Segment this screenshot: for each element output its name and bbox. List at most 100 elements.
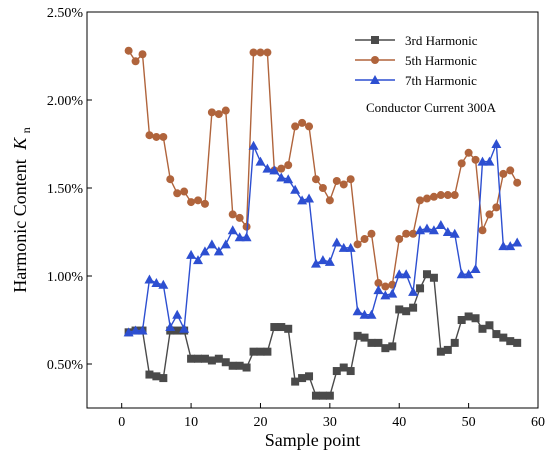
legend-item: 3rd Harmonic [355, 33, 478, 48]
data-point [470, 263, 481, 273]
data-point [402, 229, 411, 238]
data-point [137, 325, 148, 335]
data-point [463, 269, 474, 279]
series-5th-harmonic [124, 46, 522, 291]
data-point [371, 56, 379, 64]
data-point [429, 192, 438, 201]
data-point [443, 191, 452, 200]
y-axis-title: Harmonic Content K n [10, 127, 33, 293]
data-point [408, 286, 419, 296]
data-point [370, 75, 380, 84]
data-point [159, 374, 168, 383]
legend-item: 5th Harmonic [355, 53, 477, 68]
data-point [499, 333, 508, 342]
data-point [138, 50, 147, 59]
data-point [221, 358, 230, 367]
data-point [145, 370, 154, 379]
data-point [305, 122, 314, 131]
x-tick-label: 10 [184, 415, 198, 430]
data-point [345, 242, 356, 252]
data-point [428, 225, 439, 235]
data-point [477, 156, 488, 166]
plot-frame [86, 11, 539, 409]
data-point [366, 309, 377, 319]
data-point [242, 222, 251, 231]
data-point [131, 57, 140, 66]
data-point [304, 193, 315, 203]
data-point [318, 391, 327, 400]
data-point [359, 309, 370, 319]
data-point [387, 288, 398, 298]
data-point [456, 269, 467, 279]
data-point [484, 156, 495, 166]
data-point [241, 232, 252, 242]
y-tick-label: 1.50% [47, 182, 84, 197]
x-tick-label: 50 [462, 415, 476, 430]
y-axis-title-symbol: K [10, 137, 30, 151]
data-point [220, 239, 231, 249]
data-point [471, 314, 480, 323]
data-point [491, 139, 502, 148]
data-point [492, 330, 501, 339]
data-point [200, 199, 209, 208]
legend: 3rd Harmonic 5th Harmonic 7th Harmonic [355, 33, 478, 88]
data-point [388, 342, 397, 351]
legend-label: 7th Harmonic [405, 73, 477, 88]
series-line [128, 143, 518, 333]
y-axis-title-subscript: n [19, 127, 33, 133]
data-point [290, 184, 301, 194]
data-point [173, 326, 182, 335]
y-tick-label: 2.50% [47, 6, 84, 21]
data-point [305, 372, 314, 381]
data-point [464, 148, 473, 157]
data-point [291, 377, 300, 386]
data-point [436, 347, 445, 356]
data-point [478, 324, 487, 333]
data-point [248, 140, 259, 150]
data-point [144, 274, 155, 284]
data-point [436, 191, 445, 200]
data-point [200, 354, 209, 363]
data-point [374, 338, 383, 347]
x-tick-label: 40 [392, 415, 406, 430]
x-axis-title: Sample point [265, 430, 361, 450]
x-tick-label: 0 [118, 415, 125, 430]
data-point [242, 363, 251, 372]
data-point [325, 391, 334, 400]
data-point [457, 316, 466, 324]
data-point [325, 196, 334, 205]
data-point [449, 228, 460, 238]
data-point [228, 210, 237, 219]
data-point [256, 347, 265, 356]
data-point [318, 184, 327, 192]
data-point [213, 246, 224, 256]
data-point [255, 156, 266, 166]
data-point [421, 223, 432, 233]
data-point [151, 278, 162, 288]
data-point [298, 374, 307, 383]
data-point [228, 361, 237, 370]
data-point [435, 219, 446, 229]
data-point [291, 122, 300, 131]
data-point [331, 237, 342, 247]
data-point [207, 108, 216, 117]
data-point [422, 194, 431, 203]
data-point [332, 367, 341, 376]
data-point [187, 354, 196, 363]
data-point [186, 249, 197, 259]
data-point [346, 175, 355, 184]
data-point [429, 273, 438, 282]
data-point [498, 241, 509, 251]
data-point [373, 285, 384, 295]
data-point [152, 132, 161, 141]
data-point [166, 175, 175, 184]
data-point [298, 118, 307, 127]
series-3rd-harmonic [124, 270, 522, 400]
data-point [353, 331, 362, 340]
data-point [310, 258, 321, 268]
data-point [443, 345, 452, 354]
data-point [346, 367, 355, 376]
data-point [180, 187, 189, 196]
data-point [187, 198, 196, 207]
data-point [367, 338, 376, 347]
